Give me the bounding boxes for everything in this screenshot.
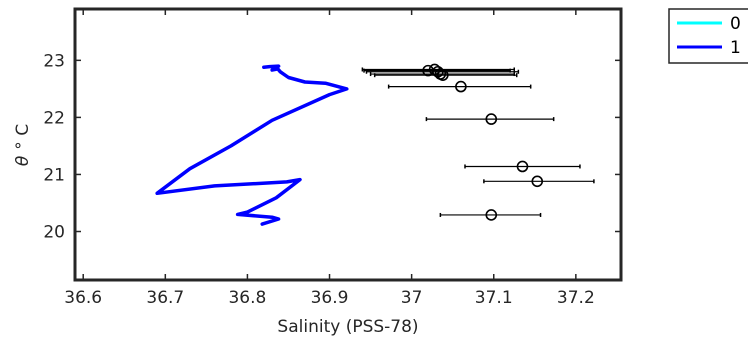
error-bar-point (387, 80, 532, 93)
y-tick-label: 22 (43, 108, 65, 128)
legend-label-0: 0 (730, 14, 741, 34)
error-bar-point (439, 209, 542, 221)
data-point-marker (531, 175, 544, 188)
y-tick-label: 23 (43, 51, 65, 71)
y-tick-label: 21 (43, 165, 65, 185)
x-tick-label: 37.1 (475, 288, 513, 308)
y-axis-symbol: θ (13, 155, 33, 166)
x-tick-label: 36.9 (311, 288, 349, 308)
x-tick-label: 36.7 (146, 288, 184, 308)
error-bar-point (425, 113, 555, 125)
error-bar-point (483, 175, 595, 188)
x-tick-label: 36.8 (228, 288, 266, 308)
y-axis-label: θ ° C (13, 124, 33, 166)
x-tick-label: 36.6 (64, 288, 102, 308)
data-point-marker (455, 80, 467, 93)
x-axis-label: Salinity (PSS-78) (277, 317, 418, 337)
x-tick-label: 37.2 (557, 288, 595, 308)
error-bar-markers (361, 63, 595, 221)
x-axis-ticks: 36.6 36.7 36.8 36.9 37 37.1 37.2 (64, 9, 595, 308)
series-line-1 (155, 64, 349, 226)
series-lines (155, 64, 349, 226)
legend: 0 1 (668, 8, 748, 64)
plot-area-frame (73, 7, 623, 282)
y-axis-ticks: 20 21 22 23 (43, 51, 621, 243)
x-tick-label: 37 (401, 288, 423, 308)
data-point-marker (485, 209, 498, 221)
data-point-marker (485, 113, 498, 125)
data-point-marker (516, 160, 529, 173)
legend-box (668, 8, 748, 64)
y-axis-unit: ° C (13, 124, 33, 150)
error-bar-point (464, 160, 581, 173)
data-point-marker (437, 69, 449, 81)
legend-label-1: 1 (730, 38, 741, 58)
svg-text:θ° C: θ ° C (13, 124, 33, 166)
error-bar-point (373, 69, 518, 81)
y-tick-label: 20 (43, 223, 65, 243)
